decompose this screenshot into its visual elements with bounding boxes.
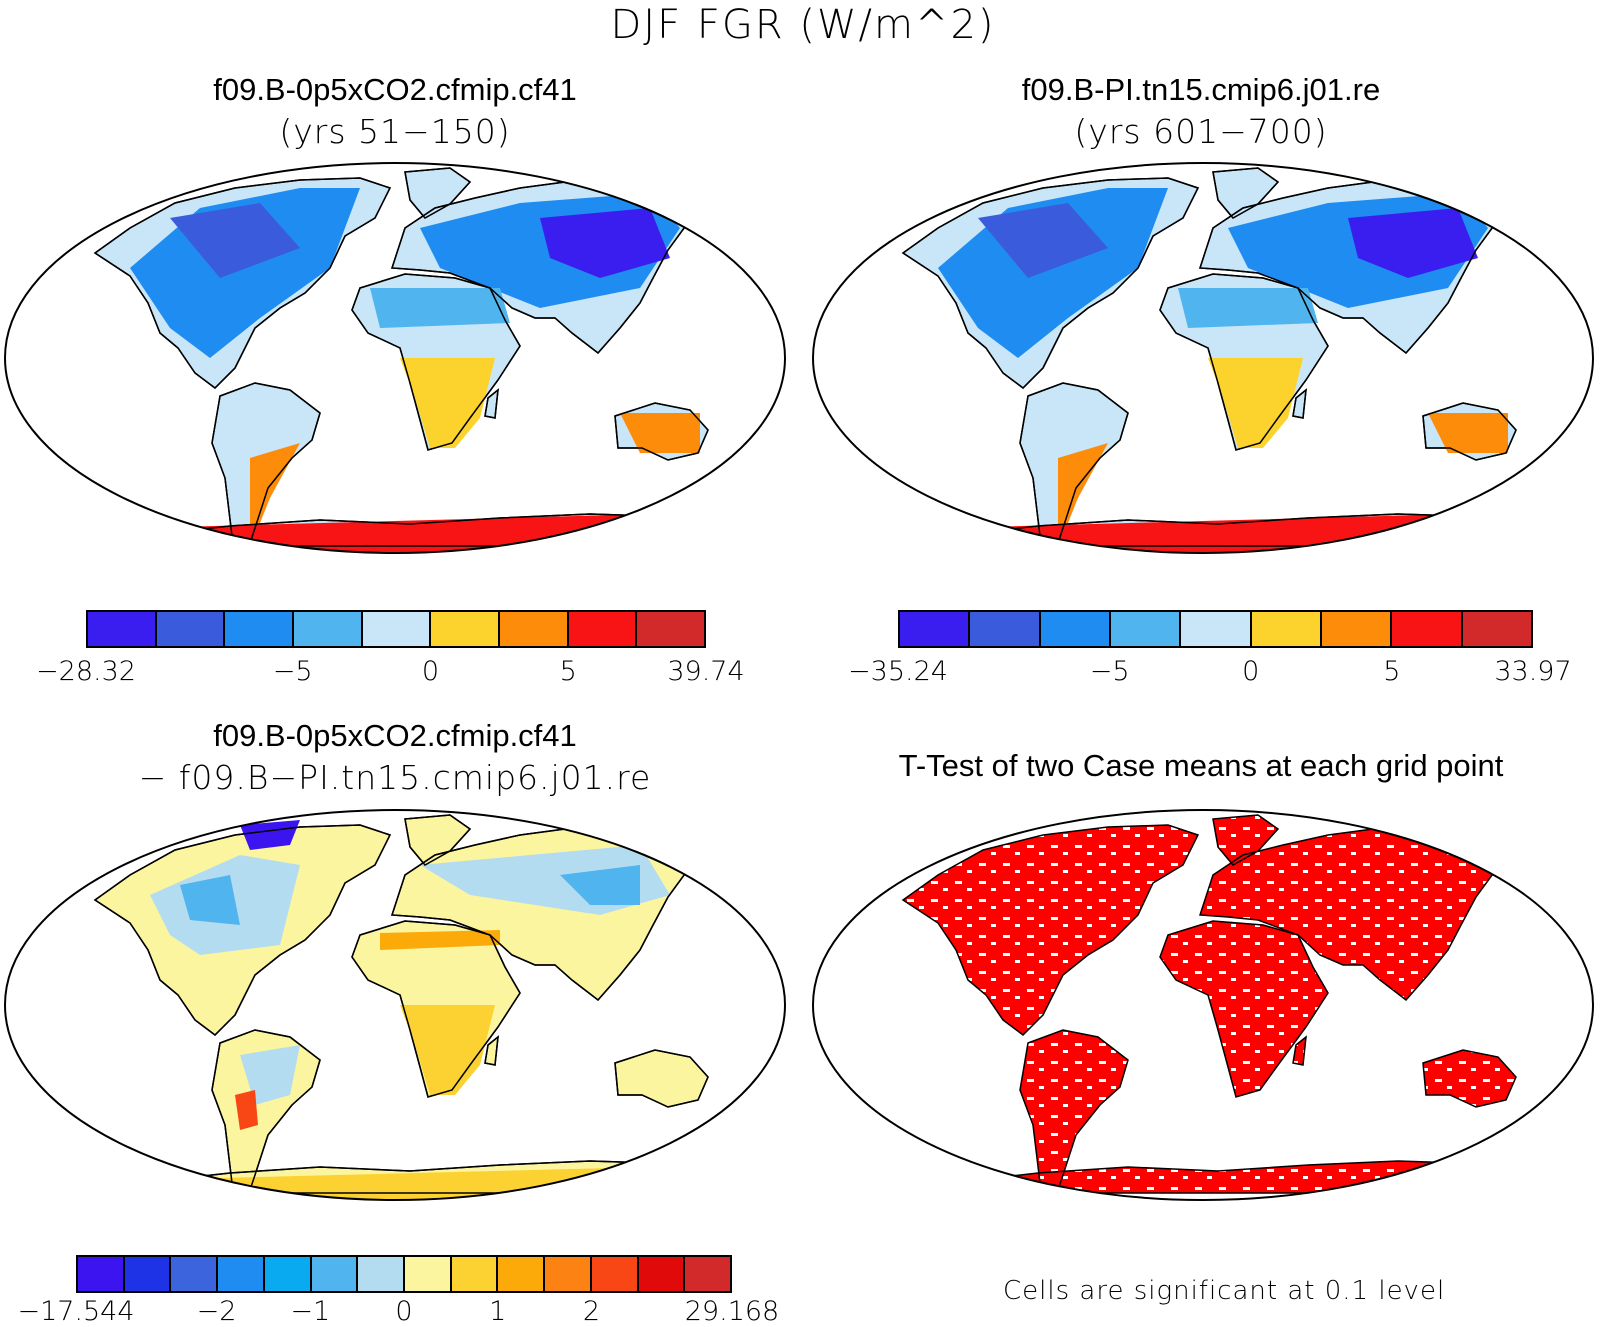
colorbar-swatch — [545, 1257, 592, 1291]
colorbar-swatch — [124, 1257, 172, 1291]
map-panel-4 — [812, 809, 1594, 1201]
colorbar-swatch — [78, 1257, 125, 1291]
colorbar-swatch — [362, 612, 432, 646]
colorbar-swatch — [311, 1257, 359, 1291]
map-panel-2 — [812, 162, 1594, 554]
colorbar-swatch — [1040, 612, 1111, 646]
colorbar-tick-label: 33.97 — [1494, 656, 1572, 687]
colorbar-swatch — [171, 1257, 219, 1291]
panel-3-title: f09.B-0p5xCO2.cfmip.cf41 — [213, 718, 577, 753]
colorbar-swatch — [1181, 612, 1252, 646]
panel-2-title: f09.B-PI.tn15.cmip6.j01.re — [1021, 72, 1381, 107]
colorbar-tick-label: −5 — [1089, 656, 1130, 687]
colorbar-swatch — [900, 612, 971, 646]
colorbar-swatch — [294, 612, 363, 646]
colorbar-tick-label: −5 — [272, 656, 313, 687]
colorbar-panel-3 — [76, 1255, 732, 1293]
colorbar-swatch — [88, 612, 157, 646]
colorbar-tick-label: −28.32 — [36, 656, 136, 687]
panel-2-subtitle: (yrs 601−700) — [1074, 112, 1328, 151]
figure-title: DJF FGR (W/m^2) — [610, 2, 996, 48]
colorbar-panel-1 — [86, 610, 706, 648]
map-panel-3 — [4, 809, 786, 1201]
colorbar-tick-label: 1 — [489, 1296, 507, 1327]
colorbar-swatch — [1251, 612, 1322, 646]
colorbar-tick-label: 39.74 — [667, 656, 745, 687]
colorbar-tick-label: −35.24 — [848, 656, 948, 687]
colorbar-swatch — [218, 1257, 265, 1291]
colorbar-tick-label: −1 — [290, 1296, 331, 1327]
colorbar-swatch — [156, 612, 226, 646]
colorbar-swatch — [358, 1257, 406, 1291]
colorbar-swatch — [970, 612, 1041, 646]
colorbar-swatch — [264, 1257, 312, 1291]
colorbar-swatch — [1321, 612, 1393, 646]
colorbar-swatch — [498, 1257, 546, 1291]
colorbar-tick-label: 29.168 — [684, 1296, 780, 1327]
colorbar-swatch — [685, 1257, 731, 1291]
colorbar-swatch — [431, 612, 501, 646]
colorbar-swatch — [1462, 612, 1531, 646]
colorbar-tick-label: 0 — [395, 1296, 413, 1327]
significance-note: Cells are significant at 0.1 level — [1003, 1276, 1446, 1306]
map-panel-1 — [4, 162, 786, 554]
colorbar-swatch — [568, 612, 638, 646]
colorbar-tick-label: 5 — [559, 656, 577, 687]
colorbar-swatch — [1392, 612, 1463, 646]
colorbar-tick-label: 0 — [421, 656, 440, 687]
colorbar-swatch — [591, 1257, 639, 1291]
colorbar-tick-label: −17.544 — [17, 1296, 135, 1327]
panel-3-subtitle: − f09.B−PI.tn15.cmip6.j01.re — [138, 758, 652, 797]
colorbar-swatch — [1110, 612, 1182, 646]
colorbar-tick-label: 2 — [582, 1296, 601, 1327]
panel-4-title: T-Test of two Case means at each grid po… — [898, 748, 1504, 783]
colorbar-swatch — [500, 612, 569, 646]
colorbar-swatch — [225, 612, 295, 646]
colorbar-tick-label: 0 — [1242, 656, 1260, 687]
colorbar-swatch — [637, 612, 705, 646]
panel-1-title: f09.B-0p5xCO2.cfmip.cf41 — [213, 72, 577, 107]
panel-1-subtitle: (yrs 51−150) — [279, 112, 511, 151]
colorbar-tick-label: −2 — [196, 1296, 237, 1327]
colorbar-panel-2 — [898, 610, 1533, 648]
colorbar-swatch — [638, 1257, 686, 1291]
colorbar-swatch — [451, 1257, 499, 1291]
colorbar-tick-label: 5 — [1383, 656, 1401, 687]
colorbar-swatch — [405, 1257, 452, 1291]
